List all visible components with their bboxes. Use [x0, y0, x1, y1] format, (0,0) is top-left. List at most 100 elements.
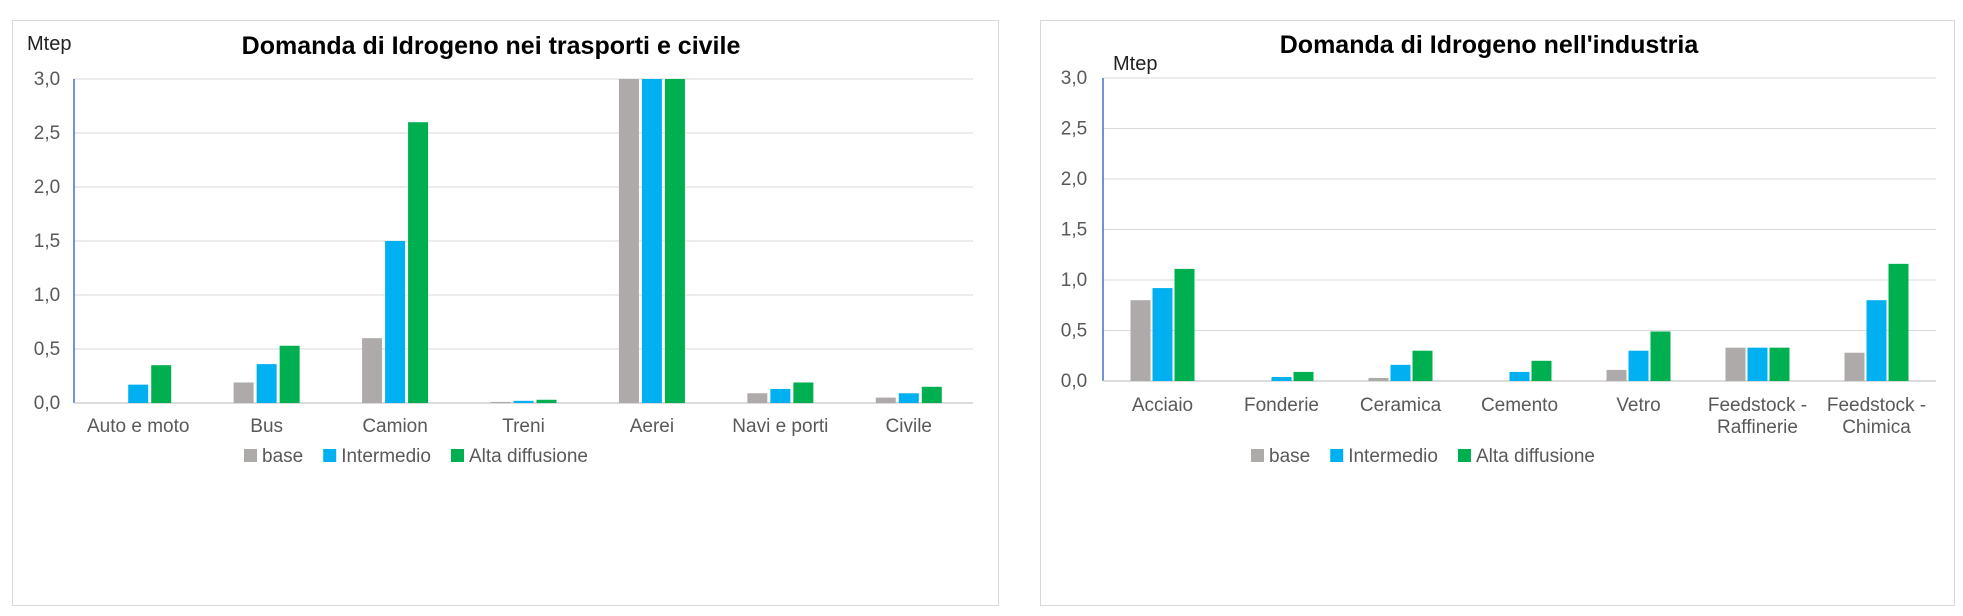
y-axis-unit-label: Mtep — [1113, 53, 1157, 75]
y-tick-label: 0,0 — [34, 393, 60, 414]
bar-intermedio — [1866, 300, 1887, 381]
x-tick-label-line: Treni — [502, 416, 545, 437]
x-tick-label: Camion — [362, 416, 427, 437]
legend-label: Alta diffusione — [1476, 446, 1595, 467]
bar-intermedio — [256, 364, 277, 403]
bar-intermedio — [1390, 364, 1411, 381]
bar-base — [875, 397, 896, 403]
bar-alta-diffusione — [536, 399, 557, 403]
chart-title: Domanda di Idrogeno nei trasporti e civi… — [242, 32, 741, 60]
x-tick-label: Cemento — [1481, 395, 1558, 416]
bar-base — [490, 401, 511, 403]
x-tick-label-line: Fonderie — [1244, 395, 1319, 416]
legend-label: Intermedio — [1348, 446, 1438, 467]
y-tick-label: 1,0 — [34, 285, 60, 306]
bar-alta-diffusione — [1888, 263, 1909, 381]
y-tick-label: 2,0 — [1061, 169, 1087, 190]
x-tick-label-line: Cemento — [1481, 395, 1558, 416]
bar-alta-diffusione — [1412, 350, 1433, 381]
x-tick-label: Aerei — [630, 416, 674, 437]
legend-swatch — [1251, 449, 1264, 462]
legend-label: Alta diffusione — [469, 446, 588, 467]
x-tick-label: Ceramica — [1360, 395, 1442, 416]
chart-panel-transport: Domanda di Idrogeno nei trasporti e civi… — [12, 20, 999, 606]
x-tick-label-line: Chimica — [1842, 417, 1911, 438]
bar-alta-diffusione — [921, 386, 942, 403]
bar-intermedio — [1152, 288, 1173, 381]
legend-swatch — [244, 449, 257, 462]
bar-alta-diffusione — [279, 345, 300, 403]
x-tick-label-line: Feedstock - — [1708, 395, 1807, 416]
x-tick-label: Navi e porti — [732, 416, 828, 437]
bar-alta-diffusione — [408, 122, 429, 403]
bar-alta-diffusione — [664, 79, 685, 403]
y-tick-label: 1,5 — [1061, 220, 1087, 241]
bar-base — [1368, 377, 1389, 381]
x-tick-label: Feedstock -Chimica — [1827, 395, 1926, 438]
bar-base — [233, 382, 254, 403]
x-tick-label-line: Aerei — [630, 416, 674, 437]
x-tick-label: Civile — [886, 416, 932, 437]
bar-alta-diffusione — [1531, 360, 1552, 381]
chart-industry: Domanda di Idrogeno nell'industria Mtep 0,… — [1061, 31, 1936, 467]
x-tick-label-line: Raffinerie — [1717, 417, 1798, 438]
legend-swatch — [1457, 449, 1471, 462]
x-tick-label: Acciaio — [1132, 395, 1193, 416]
x-tick-label: Treni — [502, 416, 545, 437]
bar-base — [1844, 352, 1865, 381]
x-tick-label-line: Ceramica — [1360, 395, 1442, 416]
y-tick-label: 2,5 — [1061, 119, 1087, 140]
legend-swatch — [450, 449, 464, 462]
bar-intermedio — [1747, 347, 1768, 381]
x-tick-label-line: Vetro — [1616, 395, 1660, 416]
chart-transport: Domanda di Idrogeno nei trasporti e civi… — [27, 32, 973, 467]
bar-alta-diffusione — [793, 382, 814, 403]
x-tick-label-line: Auto e moto — [87, 416, 189, 437]
y-tick-label: 2,0 — [34, 177, 60, 198]
x-tick-label-line: Camion — [362, 416, 427, 437]
bar-base — [747, 393, 768, 403]
x-tick-label: Feedstock -Raffinerie — [1708, 395, 1807, 438]
bar-base — [362, 338, 383, 403]
bar-intermedio — [1509, 371, 1530, 381]
bar-intermedio — [513, 400, 534, 403]
bar-base — [618, 79, 639, 403]
bar-alta-diffusione — [1293, 371, 1314, 381]
y-tick-label: 0,5 — [34, 339, 60, 360]
bar-base — [1606, 369, 1627, 381]
legend-swatch — [1330, 449, 1344, 462]
bar-intermedio — [1271, 376, 1292, 381]
y-tick-label: 1,5 — [34, 231, 60, 252]
y-tick-label: 2,5 — [34, 123, 60, 144]
legend-label: base — [1269, 446, 1310, 467]
x-tick-label: Auto e moto — [87, 416, 189, 437]
bar-intermedio — [641, 79, 662, 403]
x-tick-label-line: Civile — [886, 416, 932, 437]
y-axis-unit-label: Mtep — [27, 33, 71, 55]
bar-intermedio — [128, 384, 149, 403]
bar-alta-diffusione — [151, 365, 172, 403]
y-tick-label: 1,0 — [1061, 270, 1087, 291]
x-tick-label-line: Acciaio — [1132, 395, 1193, 416]
bar-base — [1725, 347, 1746, 381]
legend-label: base — [262, 446, 303, 467]
bar-alta-diffusione — [1650, 331, 1671, 381]
x-tick-label: Vetro — [1616, 395, 1660, 416]
y-tick-label: 3,0 — [1061, 68, 1087, 89]
legend-label: Intermedio — [341, 446, 431, 467]
y-tick-label: 0,5 — [1061, 321, 1087, 342]
x-tick-label-line: Feedstock - — [1827, 395, 1926, 416]
chart-title: Domanda di Idrogeno nell'industria — [1280, 31, 1700, 59]
bar-alta-diffusione — [1174, 268, 1195, 381]
bar-intermedio — [1628, 350, 1649, 381]
legend-swatch — [323, 449, 337, 462]
y-tick-label: 3,0 — [34, 69, 60, 90]
bar-intermedio — [385, 241, 406, 403]
x-tick-label: Fonderie — [1244, 395, 1319, 416]
chart-panel-industry: Domanda di Idrogeno nell'industria Mtep 0,… — [1040, 20, 1955, 606]
x-tick-label: Bus — [250, 416, 283, 437]
y-tick-label: 0,0 — [1061, 371, 1087, 392]
x-tick-label-line: Navi e porti — [732, 416, 828, 437]
bar-alta-diffusione — [1769, 347, 1790, 381]
bar-intermedio — [898, 393, 919, 403]
